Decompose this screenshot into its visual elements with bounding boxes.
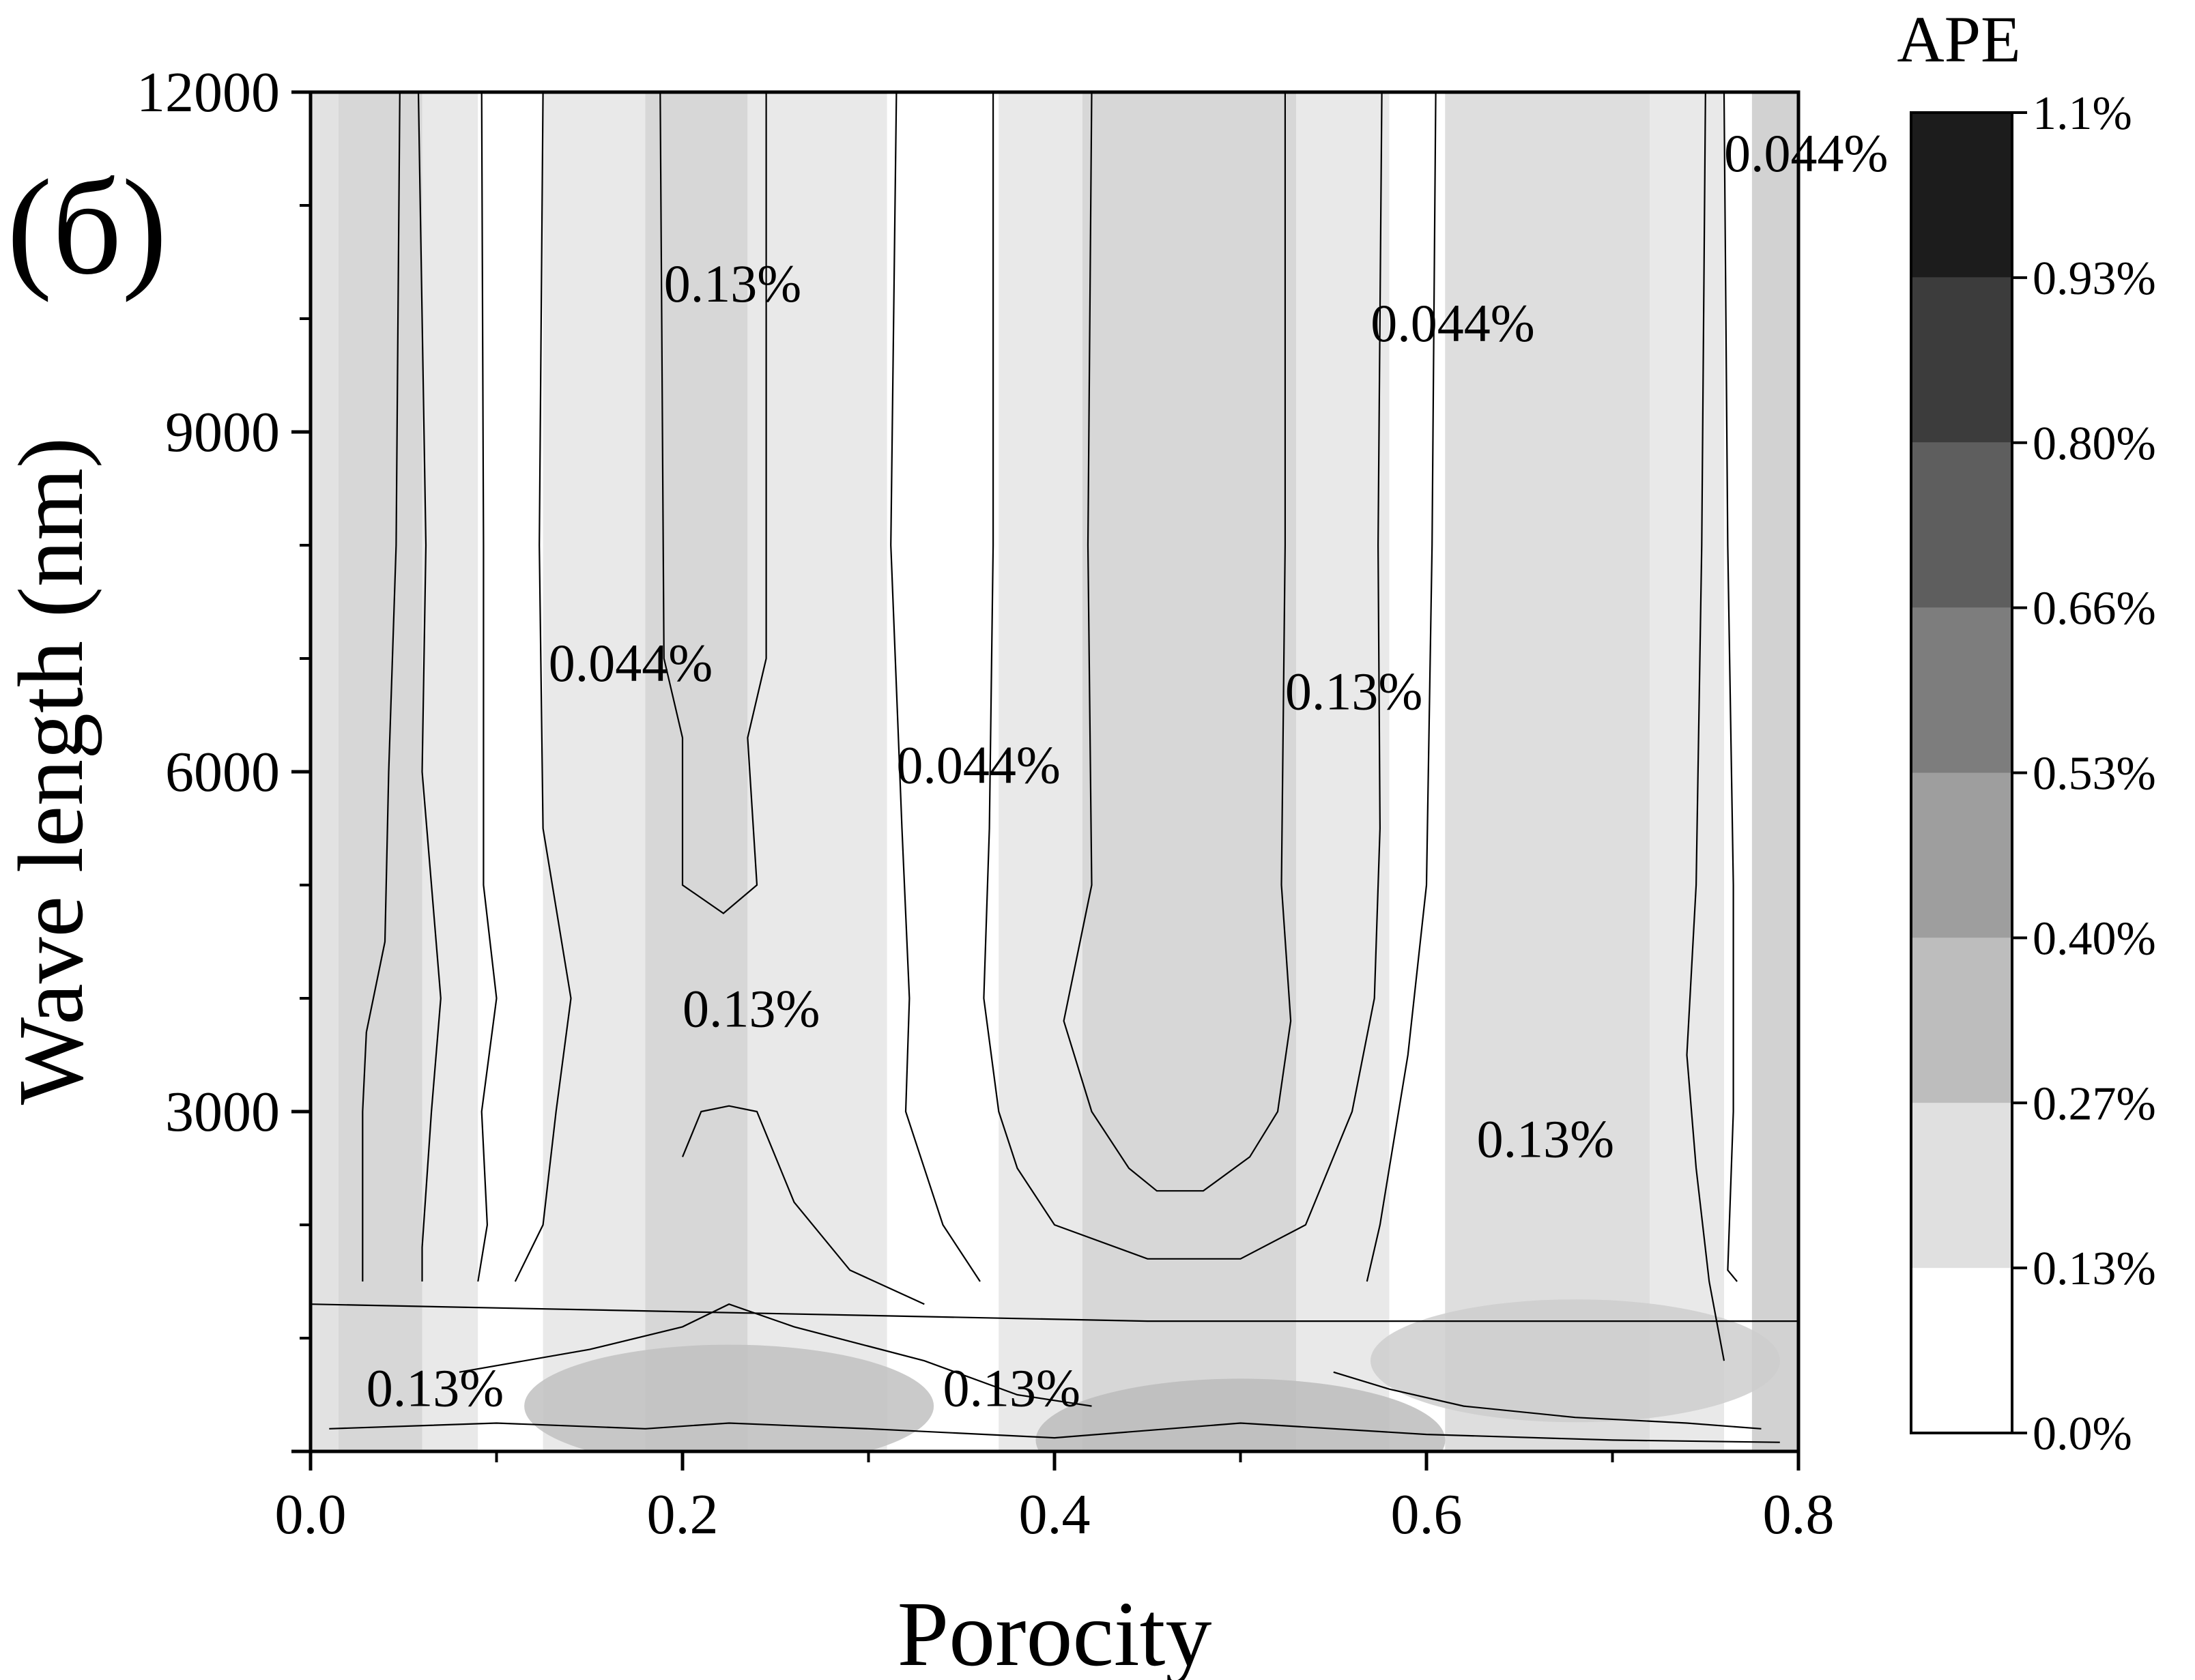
colorbar-tick-label: 0.93% <box>2033 252 2156 305</box>
fill-band-13 <box>1650 92 1724 1451</box>
fill-band-10 <box>1296 92 1390 1451</box>
contour-label-1: 0.044% <box>1371 293 1534 353</box>
x-tick-label: 0.0 <box>275 1483 347 1546</box>
contour-line-1 <box>417 92 442 1281</box>
contour-line-11 <box>311 1303 1798 1322</box>
x-axis-title: Porocity <box>898 1583 1212 1680</box>
contour-line-10 <box>1723 92 1738 1282</box>
fill-blob-0 <box>524 1344 934 1451</box>
contour-line-3 <box>514 92 572 1282</box>
fill-band-2 <box>422 92 478 1451</box>
contour-line-2 <box>477 92 498 1282</box>
fill-band-6 <box>747 92 887 1451</box>
contour-line-4 <box>659 92 767 914</box>
contour-line-13 <box>459 1303 1092 1407</box>
contour-label-5: 0.044% <box>896 736 1060 795</box>
contour-line-9 <box>1686 92 1725 1361</box>
fill-band-12 <box>1445 92 1650 1451</box>
contour-label-7: 0.13% <box>1477 1109 1614 1168</box>
y-tick-label: 6000 <box>165 740 280 804</box>
contour-label-2: 0.044% <box>1724 124 1888 183</box>
contour-lines <box>311 92 1798 1443</box>
colorbar-segment <box>1911 772 2012 938</box>
fill-band-9 <box>1082 92 1297 1451</box>
colorbar-segment <box>1911 442 2012 608</box>
contour-line-7 <box>983 92 1383 1260</box>
x-tick-label: 0.6 <box>1391 1483 1463 1546</box>
fill-band-8 <box>999 92 1082 1451</box>
x-tick-label: 0.4 <box>1019 1483 1091 1546</box>
panel-label: (б) <box>7 152 167 303</box>
contour-line-15 <box>1333 1371 1762 1430</box>
contour-label-8: 0.13% <box>367 1359 504 1418</box>
fill-band-4 <box>543 92 646 1451</box>
colorbar-tick-label: 0.40% <box>2033 912 2156 965</box>
colorbar: 0.0% 0.13% 0.27% 0.40% 0.53% 0.66% 0.80% 0.93% 1… <box>1910 87 2156 1460</box>
y-axis-title: Wave length (nm) <box>0 437 102 1105</box>
colorbar-segment <box>1911 1268 2012 1433</box>
contour-label-9: 0.13% <box>943 1359 1080 1418</box>
colorbar-segment <box>1911 113 2012 278</box>
contour-line-6 <box>1063 92 1292 1192</box>
contour-label-0: 0.13% <box>664 254 801 313</box>
contour-label-3: 0.044% <box>549 633 713 693</box>
fill-band-3 <box>478 92 543 1451</box>
y-tick-label: 9000 <box>165 401 280 464</box>
fill-blob-1 <box>1371 1299 1780 1423</box>
contour-label-4: 0.13% <box>1285 662 1422 721</box>
contour-labels: 0.13% 0.044% 0.044% 0.044% 0.13% 0.044% 0.13% 0… <box>367 124 1889 1417</box>
contour-line-8 <box>1366 92 1437 1282</box>
fill-band-1 <box>338 92 422 1451</box>
contour-line-14 <box>681 1105 925 1305</box>
fill-band-0 <box>311 92 339 1451</box>
colorbar-tick-label: 0.13% <box>2033 1243 2156 1295</box>
fill-band-15 <box>1751 92 1798 1451</box>
colorbar-tick-label: 0.80% <box>2033 418 2156 470</box>
colorbar-segment <box>1911 938 2012 1103</box>
colorbar-title: APE <box>1897 3 2020 76</box>
fill-band-11 <box>1389 92 1446 1451</box>
contour-fill <box>311 92 1798 1451</box>
y-axis: 3000 6000 9000 12000 <box>137 61 311 1453</box>
colorbar-tick-label: 0.53% <box>2033 748 2156 800</box>
colorbar-tick-label: 1.1% <box>2033 87 2132 140</box>
y-tick-label: 3000 <box>165 1080 280 1144</box>
x-axis: 0.0 0.2 0.4 0.6 0.8 <box>275 1451 1835 1546</box>
fill-blob-2 <box>1035 1378 1446 1451</box>
colorbar-tick-label: 0.0% <box>2033 1408 2132 1460</box>
colorbar-segment <box>1911 277 2012 443</box>
contour-label-6: 0.13% <box>683 979 820 1039</box>
x-tick-label: 0.2 <box>647 1483 719 1546</box>
colorbar-tick-label: 0.66% <box>2033 583 2156 635</box>
contour-line-12 <box>329 1422 1780 1443</box>
y-tick-label: 12000 <box>137 61 280 124</box>
contour-line-0 <box>362 92 401 1281</box>
contour-line-5 <box>890 92 981 1282</box>
colorbar-segment <box>1911 1103 2012 1269</box>
colorbar-tick-label: 0.27% <box>2033 1077 2156 1130</box>
colorbar-segment <box>1911 607 2012 773</box>
x-tick-label: 0.8 <box>1763 1483 1835 1546</box>
